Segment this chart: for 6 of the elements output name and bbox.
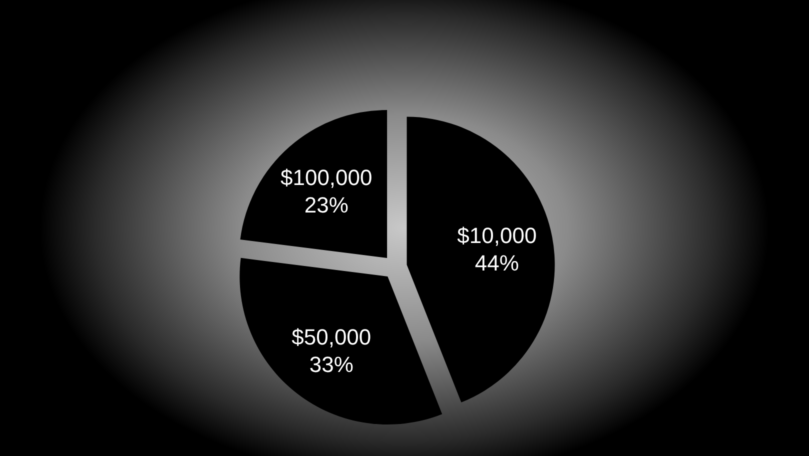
- slice-label: $50,000: [292, 324, 372, 350]
- slice-label: $100,000: [280, 164, 372, 190]
- data-label: 44%: [474, 250, 519, 276]
- slice-label: $10,000: [457, 223, 537, 248]
- data-label: 33%: [309, 352, 354, 378]
- data-label: 23%: [304, 192, 348, 218]
